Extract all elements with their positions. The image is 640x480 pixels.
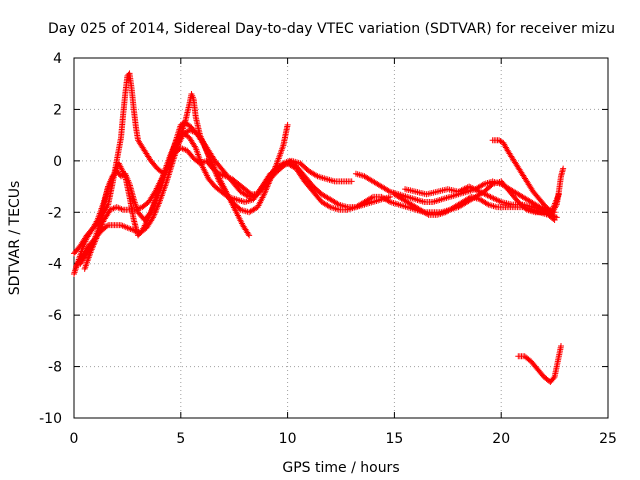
plot-frame [73,57,609,419]
x-tick-label: 25 [599,431,617,447]
axis-ticks: 0 5 10 15 20 25 -10 -8 -6 -4 -2 0 2 4 [39,51,617,447]
x-tick-label: 0 [70,431,79,447]
data-series-8 [402,183,558,216]
chart-title: Day 025 of 2014, Sidereal Day-to-day VTE… [48,21,615,37]
y-tick-label: -10 [39,411,62,427]
x-tick-label: 5 [176,431,185,447]
data-series-10 [515,343,565,385]
y-axis-label: SDTVAR / TECUs [7,181,23,296]
x-axis-label: GPS time / hours [282,460,399,476]
data-series [71,70,567,385]
x-tick-label: 10 [279,431,297,447]
data-markers [402,183,558,216]
y-tick-label: 4 [53,51,62,67]
y-tick-label: -6 [48,308,62,324]
data-markers [77,129,394,267]
grid-lines [74,58,608,418]
y-tick-label: 0 [53,154,62,170]
y-tick-label: -8 [48,360,62,376]
data-markers [489,137,567,216]
x-tick-label: 15 [385,431,403,447]
y-tick-label: 2 [53,102,62,118]
data-series-4 [77,129,394,267]
data-markers [515,343,565,385]
x-tick-label: 20 [492,431,510,447]
y-tick-label: -2 [48,205,62,221]
y-tick-label: -4 [48,257,62,273]
data-series-9 [489,137,567,216]
